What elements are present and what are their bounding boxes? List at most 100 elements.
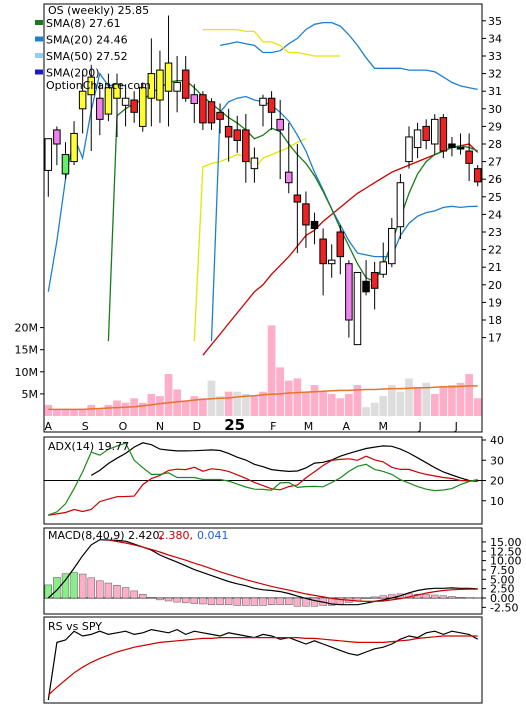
- volume-bar: [233, 391, 242, 416]
- volume-bar: [353, 385, 362, 416]
- volume-bar: [413, 387, 422, 416]
- volume-average-line: [48, 385, 478, 411]
- adx-tick-label: 10: [490, 495, 504, 508]
- volume-bar: [302, 391, 310, 416]
- macd-histogram-bar: [113, 585, 121, 599]
- candle-body: [87, 76, 95, 96]
- candle-body: [53, 129, 61, 145]
- volume-tick-label: 20M: [15, 322, 39, 335]
- price-tick-label: 20: [488, 279, 502, 292]
- macd-histogram-bar: [182, 597, 190, 604]
- candle-body: [293, 194, 302, 203]
- legend-swatch: [35, 36, 43, 42]
- price-tick-label: 33: [488, 50, 502, 63]
- macd-tick-label: -2.50: [490, 601, 518, 614]
- volume-bar: [405, 378, 413, 416]
- volume-bar: [276, 367, 285, 416]
- x-tick-label: N: [156, 420, 164, 433]
- volume-bar: [138, 402, 147, 416]
- candle-body: [130, 99, 138, 113]
- candle-body: [44, 138, 53, 171]
- macd-histogram-bar: [139, 594, 147, 599]
- candle-body: [353, 271, 362, 346]
- volume-bar: [70, 409, 78, 416]
- volume-bar: [250, 396, 259, 416]
- candle-body: [431, 118, 439, 145]
- volume-bar: [216, 396, 224, 416]
- sma-yellow-lower-line: [193, 138, 307, 342]
- macd-histogram-bar: [207, 597, 216, 605]
- volume-bar: [293, 378, 302, 416]
- candle-body: [362, 280, 370, 293]
- volume-bar: [173, 389, 181, 416]
- legend-swatch: [35, 69, 43, 75]
- candle-body: [242, 129, 250, 163]
- volume-tick-label: 15M: [15, 344, 39, 357]
- x-tick-label: O: [119, 420, 128, 433]
- volume-bar: [387, 385, 396, 416]
- macd-histogram-bar: [44, 584, 52, 599]
- candle-body: [181, 69, 190, 99]
- macd-histogram-bar: [379, 595, 387, 599]
- price-tick-label: 21: [488, 261, 502, 274]
- price-tick-label: 17: [488, 332, 502, 345]
- volume-bar: [224, 391, 233, 416]
- volume-bar: [259, 391, 267, 416]
- volume-bar: [370, 402, 379, 416]
- candle-body: [345, 263, 353, 321]
- x-tick-label: M: [378, 420, 388, 433]
- volume-bar: [241, 393, 250, 416]
- candle-body: [147, 73, 156, 99]
- price-tick-label: 24: [488, 208, 502, 221]
- candle-body: [473, 168, 482, 183]
- volume-bar: [319, 391, 327, 416]
- candle-body: [199, 94, 207, 124]
- candle-body: [113, 83, 121, 99]
- macd-histogram-bar: [370, 596, 379, 599]
- volume-bar: [379, 396, 388, 416]
- candle-body: [61, 154, 70, 175]
- volume-bar: [448, 385, 456, 416]
- macd-histogram-bar: [422, 594, 430, 599]
- adx-series-line: [90, 442, 478, 482]
- macd-histogram-bar: [474, 597, 482, 599]
- volume-bar: [267, 325, 276, 416]
- price-tick-label: 30: [488, 103, 502, 116]
- candle-body: [139, 87, 147, 127]
- macd-signal-value: 2.380,: [158, 529, 193, 542]
- candle-body: [207, 101, 216, 124]
- candle-body: [422, 125, 430, 141]
- rs-series-line: [47, 635, 478, 696]
- macd-histogram-value: 0.041: [197, 529, 229, 542]
- volume-bar: [44, 404, 53, 416]
- macd-histogram-bar: [465, 597, 473, 599]
- macd-histogram-bar: [96, 580, 104, 599]
- volume-bar: [121, 402, 130, 416]
- candle-body: [224, 125, 233, 138]
- watermark: OptionChance.com: [46, 79, 151, 92]
- volume-bar: [396, 391, 405, 416]
- candle-body: [190, 94, 199, 105]
- sma50-line: [47, 21, 478, 292]
- volume-bar: [327, 393, 336, 416]
- x-tick-label: S: [82, 420, 89, 433]
- volume-bar: [362, 407, 370, 416]
- macd-tick-label: 2.50: [490, 583, 515, 596]
- macd-histogram-bar: [276, 597, 284, 605]
- price-tick-label: 19: [488, 296, 502, 309]
- candle-body: [104, 87, 113, 115]
- volume-bar: [284, 380, 293, 416]
- volume-bar: [156, 396, 164, 416]
- macd-histogram-bar: [439, 595, 448, 599]
- macd-histogram-bar: [173, 597, 181, 603]
- price-tick-label: 28: [488, 138, 502, 151]
- volume-bar: [465, 374, 473, 416]
- macd-label: MACD(8,40,9) 2.420,: [48, 529, 163, 542]
- x-tick-label: J: [454, 420, 458, 433]
- volume-bar: [164, 374, 173, 416]
- macd-histogram-bar: [70, 572, 78, 599]
- candle-body: [448, 143, 456, 149]
- x-tick-label: M: [304, 420, 314, 433]
- price-frame: [43, 3, 483, 433]
- adx-tick-label: 40: [490, 434, 504, 447]
